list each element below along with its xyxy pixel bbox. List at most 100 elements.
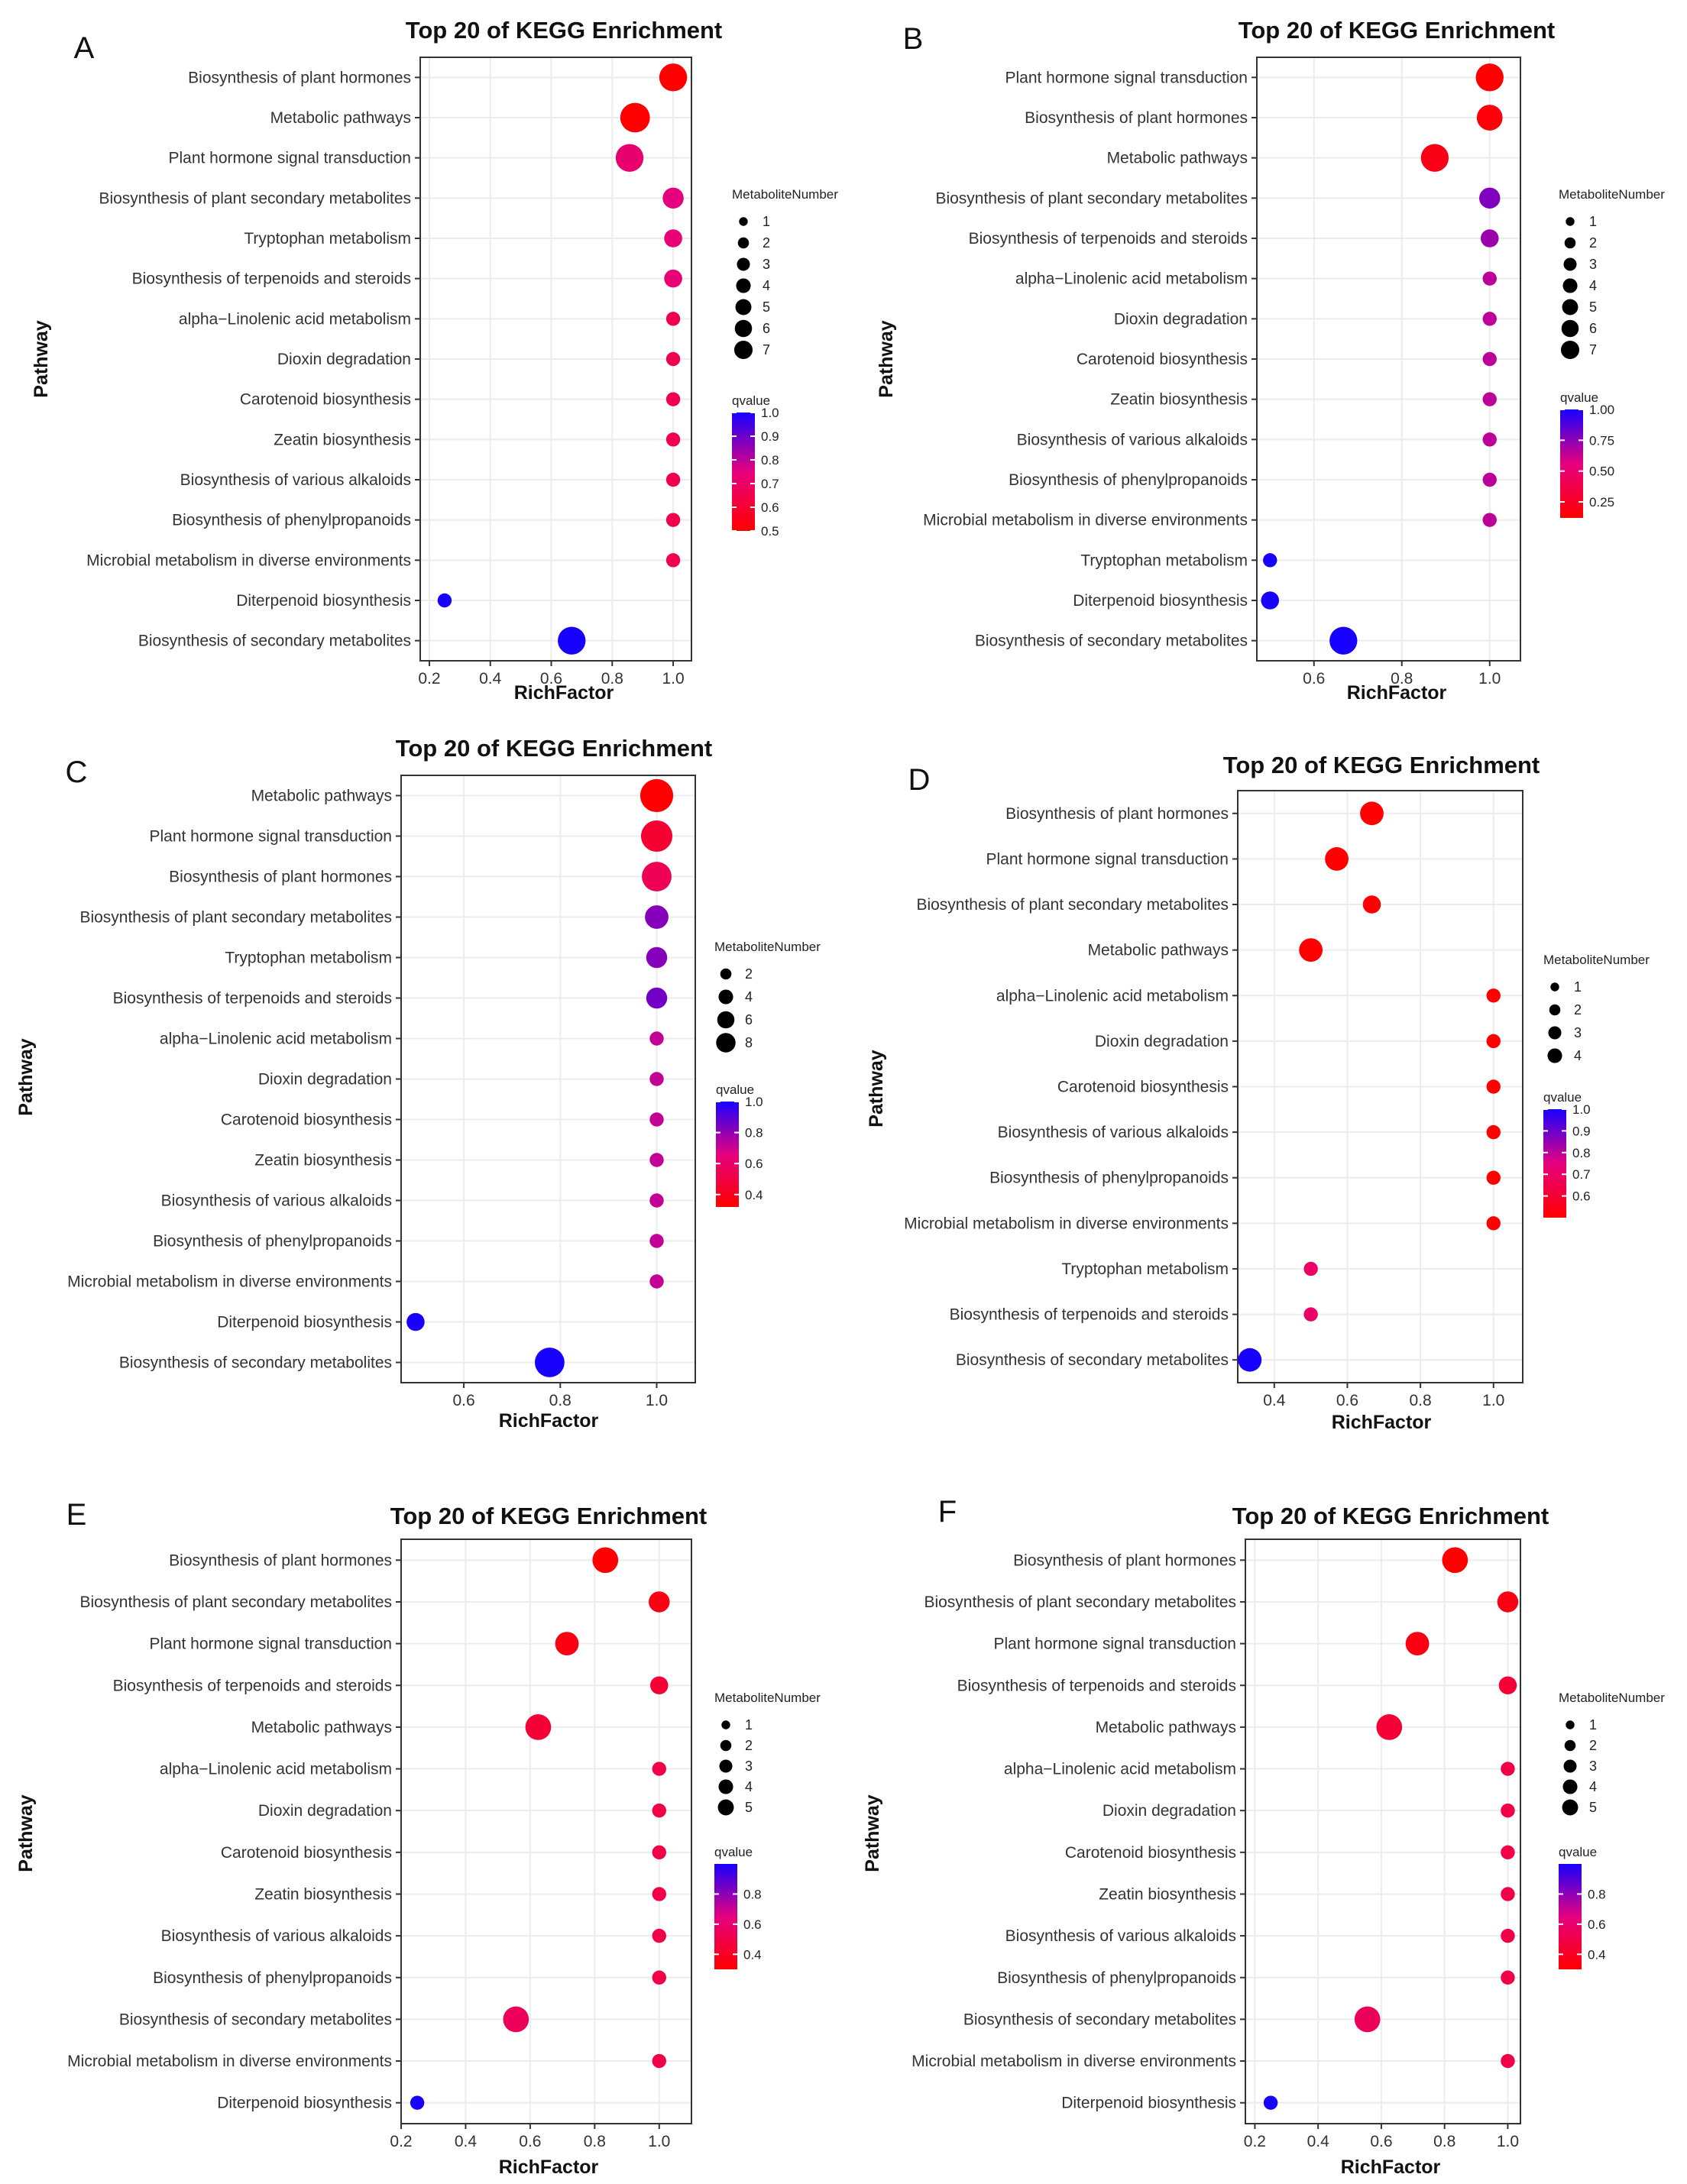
pathway-label: Biosynthesis of secondary metabolites [975,633,1248,650]
data-point [1362,895,1381,914]
data-point [646,987,668,1009]
colorbar [1559,1864,1582,1969]
x-tick-label: 0.6 [540,670,562,688]
size-legend-dot [1561,319,1579,338]
panel-letter: A [74,31,95,65]
pathway-label: Biosynthesis of plant hormones [1005,805,1229,823]
data-point [1501,1762,1515,1776]
data-point [620,102,650,133]
colorbar-tick-label: 1.0 [761,406,779,420]
data-point [1354,2006,1381,2033]
size-legend-label: 3 [763,257,770,272]
size-legend-dot [1550,982,1559,992]
x-axis-label: RichFactor [499,2156,599,2178]
pathway-label: Biosynthesis of various alkaloids [161,1192,392,1210]
pathway-label: Tryptophan metabolism [1061,1260,1229,1278]
data-point [665,312,681,326]
x-tick-label: 1.0 [1497,2133,1519,2150]
data-point [1486,1124,1501,1140]
pathway-label: Biosynthesis of phenylpropanoids [1009,471,1248,489]
x-tick-label: 0.4 [1307,2133,1330,2150]
pathway-label: Biosynthesis of plant secondary metaboli… [79,1594,392,1611]
size-legend-dot [737,257,750,271]
size-legend-label: 4 [1589,1779,1597,1794]
colorbar-title: qvalue [732,393,770,408]
data-point [649,1234,664,1248]
data-point [1486,1216,1501,1231]
colorbar-tick-label: 0.7 [1572,1167,1591,1182]
chart-title: Top 20 of KEGG Enrichment [390,1503,708,1529]
data-point [665,351,681,367]
pathway-label: Dioxin degradation [1103,1802,1236,1820]
size-legend-dot [735,299,752,315]
pathway-label: Metabolic pathways [1107,150,1248,167]
data-point [1405,1632,1430,1656]
size-legend-label: 5 [1589,1800,1597,1815]
y-axis-label: Pathway [862,1794,883,1872]
colorbar-tick-label: 1.0 [1572,1102,1591,1117]
pathway-label: Biosynthesis of plant hormones [169,1551,392,1569]
pathway-label: Biosynthesis of phenylpropanoids [997,1969,1236,1987]
data-point [1486,988,1501,1003]
pathway-label: Biosynthesis of secondary metabolites [956,1351,1229,1369]
data-point [649,1153,664,1167]
chart-title: Top 20 of KEGG Enrichment [396,735,713,762]
size-legend-label: 1 [1574,979,1582,995]
pathway-label: Biosynthesis of plant secondary metaboli… [79,909,392,927]
panel-f: Top 20 of KEGG Enrichment F RichFactor Path… [862,1495,1665,2178]
colorbar-tick-label: 0.8 [1572,1146,1591,1160]
size-legend-dot [716,1033,736,1053]
size-legend-label: 4 [1574,1048,1582,1063]
chart-title: Top 20 of KEGG Enrichment [1223,752,1540,778]
size-legend-label: 1 [1589,1717,1597,1733]
pathway-label: Biosynthesis of terpenoids and steroids [957,1677,1236,1694]
pathway-label: Biosynthesis of plant hormones [1025,109,1248,127]
data-point [1486,1034,1501,1049]
pathway-label: Plant hormone signal transduction [986,850,1229,868]
size-legend-label: 2 [1574,1002,1582,1018]
pathway-label: Diterpenoid biosynthesis [217,1314,392,1331]
data-point [1501,1803,1515,1818]
pathway-label: Metabolic pathways [1088,942,1229,959]
pathway-label: Carotenoid biosynthesis [1065,1844,1236,1862]
data-point [646,946,668,969]
data-point [525,1714,552,1740]
size-legend-label: 5 [1589,299,1597,315]
pathway-label: Biosynthesis of terpenoids and steroids [132,270,411,288]
colorbar [1560,409,1583,518]
panel-letter: D [908,763,931,797]
pathway-label: Biosynthesis of phenylpropanoids [989,1170,1229,1187]
colorbar-tick-label: 0.6 [1572,1189,1591,1204]
x-tick-label: 1.0 [1478,670,1501,688]
x-axis-label: RichFactor [1341,2156,1441,2178]
pathway-label: Dioxin degradation [258,1071,392,1089]
pathway-label: alpha−Linolenic acid metabolism [179,310,411,328]
colorbar [714,1864,737,1969]
pathway-label: Carotenoid biosynthesis [240,391,411,409]
pathway-label: Biosynthesis of phenylpropanoids [153,1233,392,1251]
x-tick-label: 0.8 [549,1392,572,1409]
colorbar [716,1102,739,1207]
pathway-label: Biosynthesis of plant hormones [1013,1551,1236,1569]
x-tick-label: 1.0 [662,670,684,688]
y-axis-label: Pathway [876,320,897,398]
chart-title: Top 20 of KEGG Enrichment [406,17,723,44]
data-point [1501,2053,1515,2069]
x-tick-label: 0.6 [1336,1392,1358,1409]
x-tick-label: 0.8 [584,2133,606,2150]
size-legend-label: 5 [763,299,770,315]
data-point [652,1803,666,1818]
x-tick-label: 1.0 [1482,1392,1504,1409]
data-point [664,269,682,288]
colorbar-tick-label: 0.6 [745,1157,763,1171]
y-axis-label: Pathway [866,1050,887,1128]
size-legend-dot [717,1011,735,1029]
pathway-label: Diterpenoid biosynthesis [236,592,411,610]
size-legend-dot [1564,237,1576,249]
data-point [665,513,681,527]
pathway-label: Zeatin biosynthesis [1110,391,1248,409]
y-axis-label: Pathway [15,1038,37,1116]
chart-title: Top 20 of KEGG Enrichment [1239,17,1556,44]
size-legend-title: MetaboliteNumber [1559,1691,1665,1705]
x-tick-label: 0.2 [418,670,440,688]
